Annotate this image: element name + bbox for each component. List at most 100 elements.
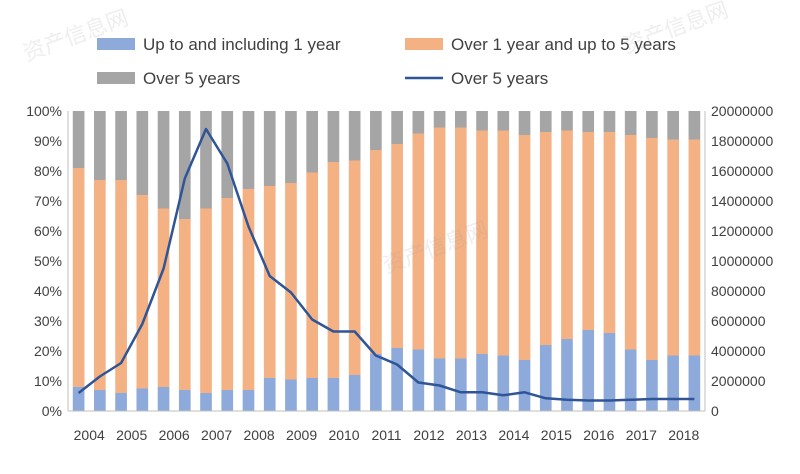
bar-segment xyxy=(667,111,679,140)
bar-segment xyxy=(476,354,488,411)
x-tick-label: 2015 xyxy=(541,427,572,443)
y-left-tick-label: 0% xyxy=(42,403,62,419)
bar-segment xyxy=(412,111,425,134)
bar-segment xyxy=(667,355,679,411)
bar-segment xyxy=(115,111,127,180)
legend-swatch xyxy=(97,72,135,84)
legend-label: Up to and including 1 year xyxy=(143,35,341,54)
bar-segment xyxy=(624,135,637,350)
bar-segment xyxy=(539,132,552,345)
bar-segment xyxy=(433,127,446,359)
bar-segment xyxy=(454,127,467,359)
x-tick-label: 2010 xyxy=(328,427,359,443)
bar-segment xyxy=(454,358,467,411)
bar-segment xyxy=(412,133,425,350)
bar-segment xyxy=(518,135,531,360)
bar-segment xyxy=(624,111,637,135)
bar-segment xyxy=(391,348,403,411)
bar-segment xyxy=(306,111,319,173)
bar-segment xyxy=(646,138,658,360)
bar-segment xyxy=(476,111,488,131)
bar-segment xyxy=(688,111,701,140)
y-left-tick-label: 90% xyxy=(34,133,62,149)
bar-segment xyxy=(348,111,361,161)
line-series-over-5-years xyxy=(77,127,695,402)
bar-segment xyxy=(391,111,403,144)
y-left-tick-label: 100% xyxy=(26,103,62,119)
bar-segment xyxy=(391,144,403,348)
bar-segment xyxy=(561,130,573,339)
x-tick-label: 2012 xyxy=(413,427,444,443)
bar-segment xyxy=(348,160,361,375)
bar-segment xyxy=(603,333,616,411)
y-right-tick-label: 20000000 xyxy=(711,103,774,119)
bar-segment xyxy=(327,111,340,162)
y-right-tick-label: 4000000 xyxy=(711,343,766,359)
y-left-tick-label: 10% xyxy=(34,373,62,389)
y-left-tick-label: 40% xyxy=(34,283,62,299)
bar-segment xyxy=(327,162,340,378)
bar-segment xyxy=(582,330,595,411)
bar-segment xyxy=(370,111,382,150)
bar-segment xyxy=(370,354,382,411)
bar-segment xyxy=(136,195,149,389)
bar-segment xyxy=(72,111,85,168)
bar-segment xyxy=(263,111,276,186)
bar-segment xyxy=(518,111,531,135)
bar-segment xyxy=(285,183,297,380)
bar-segment xyxy=(433,111,446,128)
legend-swatch xyxy=(405,38,443,50)
y-right-tick-label: 12000000 xyxy=(711,223,774,239)
bar-segment xyxy=(115,393,127,411)
x-tick-label: 2018 xyxy=(668,427,699,443)
bar-segment xyxy=(603,111,616,132)
bar-segment xyxy=(497,111,510,131)
bar-segment xyxy=(136,388,149,411)
bar-segment xyxy=(285,111,297,183)
y-right-tick-label: 18000000 xyxy=(711,133,774,149)
bar-segment xyxy=(582,111,595,132)
legend-swatch xyxy=(97,38,135,50)
bar-segment xyxy=(136,111,149,195)
y-right-tick-label: 2000000 xyxy=(711,373,766,389)
bar-segment xyxy=(603,132,616,333)
x-tick-label: 2007 xyxy=(201,427,232,443)
bar-segment xyxy=(646,111,658,138)
y-right-tick-label: 10000000 xyxy=(711,253,774,269)
y-left-tick-label: 80% xyxy=(34,163,62,179)
bar-segment xyxy=(242,390,255,411)
bar-segment xyxy=(115,180,127,393)
bar-segment xyxy=(561,111,573,131)
bar-segment xyxy=(178,111,191,219)
y-right-tick-label: 8000000 xyxy=(711,283,766,299)
bar-segment xyxy=(327,378,340,411)
y-left-tick-label: 50% xyxy=(34,253,62,269)
bar-segment xyxy=(539,345,552,411)
bar-segment xyxy=(582,132,595,330)
bar-segment xyxy=(688,355,701,411)
x-tick-label: 2016 xyxy=(583,427,614,443)
bar-segment xyxy=(200,393,212,411)
y-right-tick-label: 16000000 xyxy=(711,163,774,179)
bar-segment xyxy=(157,208,170,387)
bar-segment xyxy=(200,111,212,209)
bar-segment xyxy=(518,360,531,411)
bar-segment xyxy=(688,139,701,356)
bar-segment xyxy=(200,208,212,393)
bar-segment xyxy=(157,387,170,411)
bar-segment xyxy=(94,180,106,390)
bar-segment xyxy=(221,198,234,390)
y-left-tick-label: 60% xyxy=(34,223,62,239)
bar-segment xyxy=(178,390,191,411)
x-tick-label: 2005 xyxy=(116,427,147,443)
x-tick-label: 2017 xyxy=(626,427,657,443)
bar-segment xyxy=(242,189,255,390)
legend-label: Over 1 year and up to 5 years xyxy=(451,35,676,54)
bar-segment xyxy=(306,172,319,378)
bar-segment xyxy=(667,139,679,356)
bar-segment xyxy=(561,339,573,411)
legend-label: Over 5 years xyxy=(451,69,548,88)
bar-segment xyxy=(497,355,510,411)
y-right-tick-label: 14000000 xyxy=(711,193,774,209)
bar-segment xyxy=(263,186,276,378)
